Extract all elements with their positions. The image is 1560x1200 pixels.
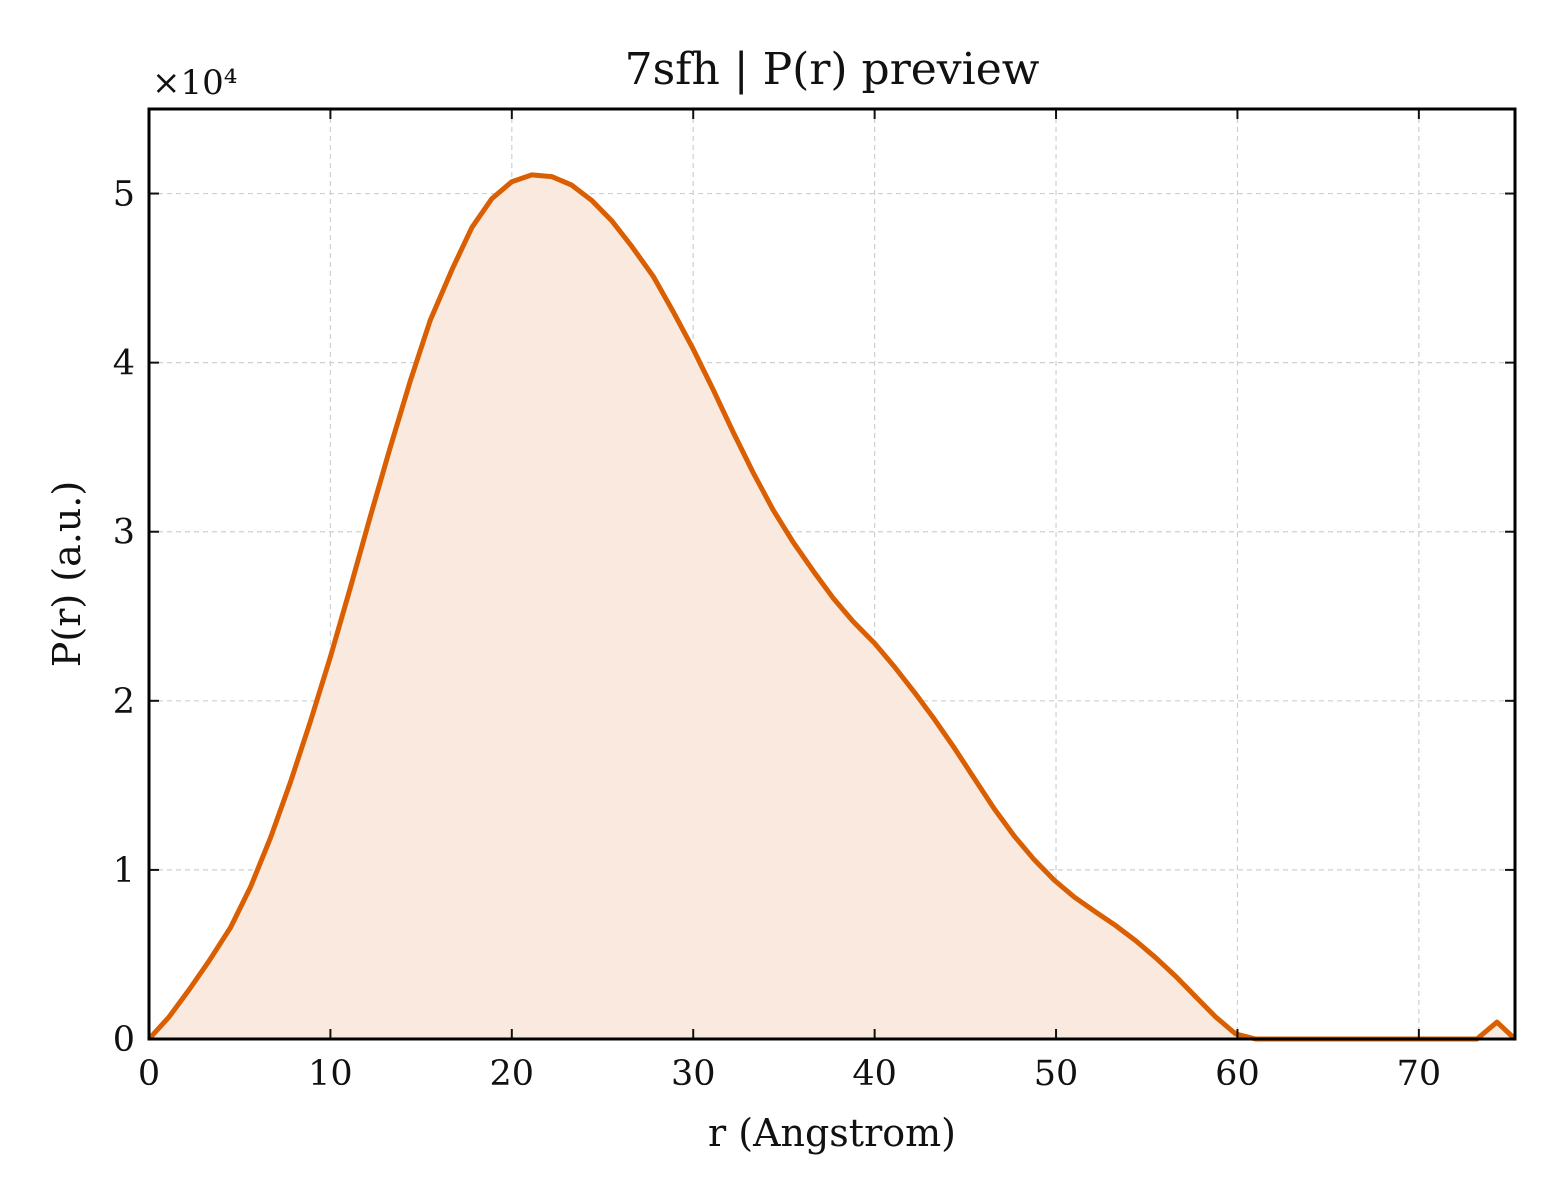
x-tick-label: 60 xyxy=(1215,1054,1260,1094)
x-axis-label: r (Angstrom) xyxy=(708,1111,956,1155)
x-tick-label: 20 xyxy=(490,1054,535,1094)
chart-title: 7sfh | P(r) preview xyxy=(625,44,1040,95)
x-tick-label: 70 xyxy=(1397,1054,1442,1094)
axis-ticks: 0 10 20 30 40 50 60 70 0 1 2 3 4 5 xyxy=(113,109,1515,1094)
x-tick-label: 50 xyxy=(1034,1054,1079,1094)
y-tick-label: 5 xyxy=(113,175,135,215)
y-tick-label: 0 xyxy=(113,1020,135,1060)
plot-frame xyxy=(147,107,1517,1041)
y-offset-label: ×10⁴ xyxy=(152,63,237,103)
x-tick-label: 30 xyxy=(671,1054,716,1094)
y-tick-label: 1 xyxy=(113,851,135,891)
pr-area-fill xyxy=(149,174,1515,1039)
y-axis-label: P(r) (a.u.) xyxy=(45,481,89,667)
x-tick-label: 40 xyxy=(852,1054,897,1094)
x-tick-label: 10 xyxy=(308,1054,353,1094)
x-tick-label: 0 xyxy=(138,1054,160,1094)
y-tick-label: 3 xyxy=(113,513,135,553)
y-tick-label: 2 xyxy=(113,682,135,722)
y-tick-label: 4 xyxy=(113,344,135,384)
